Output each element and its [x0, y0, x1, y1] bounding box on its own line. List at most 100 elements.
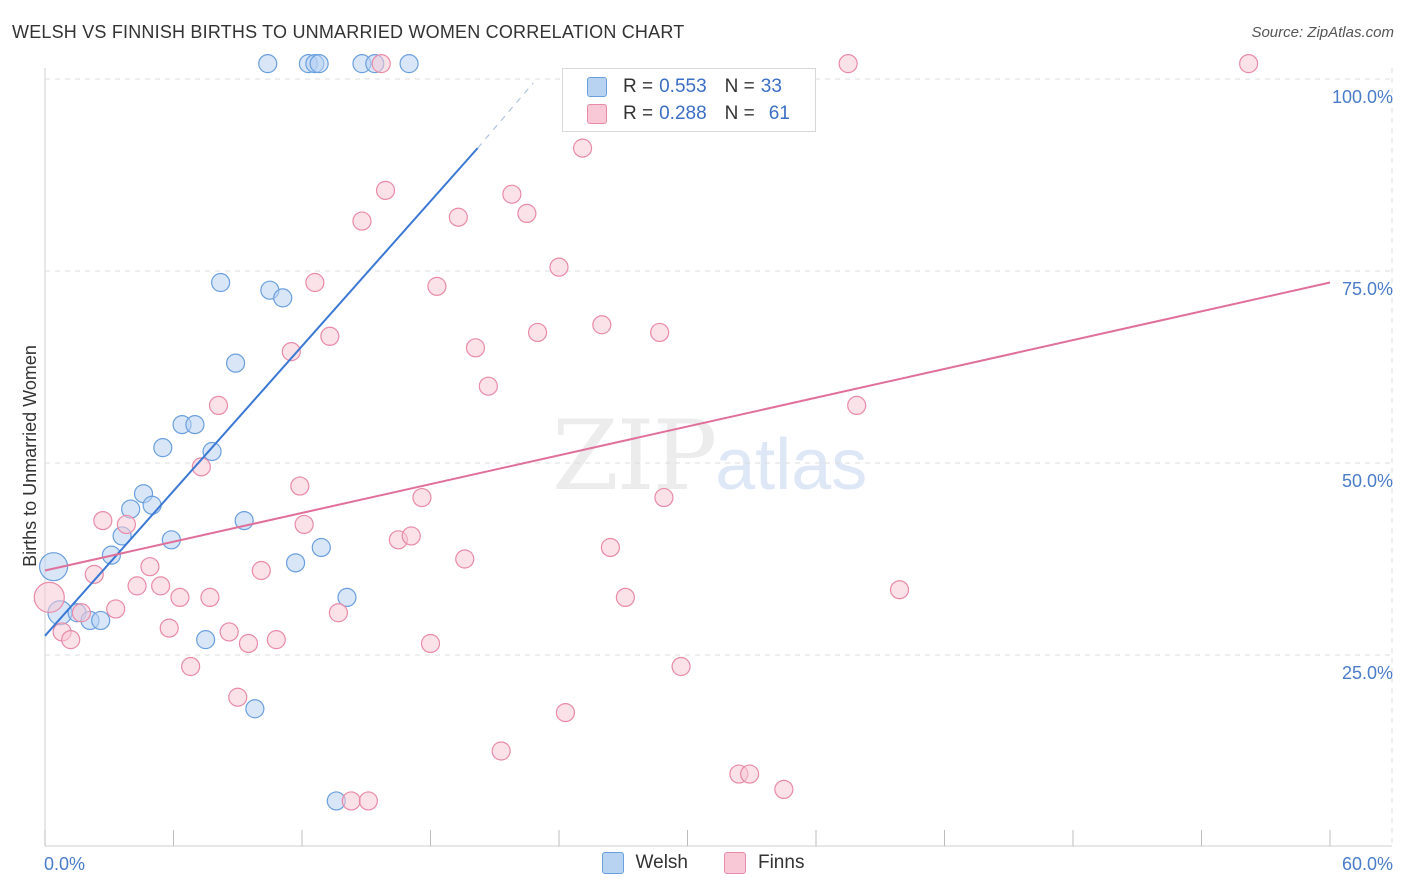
finns-point — [491, 741, 511, 761]
finns-point — [352, 211, 372, 231]
welsh-n-value: 33 — [760, 76, 782, 97]
watermark: ZIPatlas — [552, 400, 867, 512]
watermark-zip: ZIP — [552, 400, 717, 512]
welsh-point — [202, 441, 222, 462]
finns-point — [517, 203, 537, 223]
watermark-atlas: atlas — [715, 425, 868, 505]
finns-point — [294, 514, 314, 535]
finns-point — [592, 315, 612, 335]
welsh-swatch — [587, 77, 607, 97]
finns-points — [33, 54, 1259, 811]
welsh-point — [399, 54, 419, 74]
welsh-point — [142, 495, 162, 515]
welsh-point — [153, 438, 173, 458]
finns-r-value: 0.288 — [659, 103, 707, 124]
finns-point — [774, 779, 794, 800]
welsh-point — [196, 630, 216, 650]
welsh-point — [273, 288, 293, 308]
finns-point — [266, 630, 286, 650]
finns-point — [33, 581, 65, 614]
finns-point — [427, 276, 447, 296]
trend-lines — [44, 82, 1331, 637]
finns-point — [238, 633, 259, 654]
welsh-point — [211, 272, 231, 293]
correlation-legend: R = 0.553 N = 33 R = 0.288 N = 61 — [562, 68, 816, 132]
finns-point — [320, 326, 340, 346]
finns-point — [358, 791, 378, 811]
finns-point — [412, 487, 432, 508]
chart-title: WELSH VS FINNISH BIRTHS TO UNMARRIED WOM… — [12, 22, 685, 42]
finns-point — [889, 580, 910, 600]
finns-r-label: R = — [623, 103, 654, 124]
welsh-legend-label: Welsh — [635, 852, 688, 873]
welsh-trend-extension — [477, 82, 534, 149]
finns-point — [140, 557, 160, 577]
welsh-point — [185, 415, 205, 435]
finns-trend-line — [44, 281, 1331, 572]
legend-row-finns: R = 0.288 N = 61 — [587, 102, 790, 126]
welsh-point — [91, 610, 111, 631]
finns-point — [401, 526, 421, 546]
y-tick-label: 75.0% — [1342, 279, 1393, 299]
finns-point — [838, 54, 858, 74]
finns-point — [740, 764, 760, 784]
finns-point — [549, 257, 569, 277]
welsh-point — [285, 553, 306, 573]
welsh-r-value: 0.553 — [659, 76, 707, 97]
y-tick-label: 100.0% — [1332, 87, 1393, 107]
welsh-legend-swatch — [601, 852, 624, 874]
finns-point — [170, 587, 190, 608]
finns-point — [93, 510, 113, 531]
legend-item-welsh[interactable]: Welsh — [601, 852, 688, 874]
finns-point — [290, 476, 310, 496]
finns-n-label: N = — [724, 103, 755, 124]
finns-point — [281, 342, 301, 362]
finns-point — [455, 549, 475, 569]
finns-swatch — [587, 104, 607, 124]
finns-point — [106, 599, 126, 619]
finns-point — [650, 322, 670, 343]
welsh-r-label: R = — [623, 76, 654, 97]
finns-point — [671, 656, 691, 677]
welsh-point — [311, 537, 331, 558]
finns-point — [478, 376, 498, 396]
finns-point — [420, 633, 441, 654]
series-legend: Welsh Finns — [0, 852, 1406, 874]
finns-point — [465, 338, 486, 358]
finns-point — [527, 322, 548, 343]
welsh-points — [38, 54, 419, 811]
finns-point — [251, 560, 271, 581]
y-tick-label: 25.0% — [1342, 663, 1393, 683]
welsh-point — [258, 54, 278, 74]
finns-point — [151, 576, 171, 596]
finns-point — [159, 618, 179, 638]
finns-point — [116, 514, 136, 535]
finns-point — [341, 791, 361, 811]
finns-point — [600, 537, 621, 558]
finns-point — [572, 138, 593, 158]
y-tick-label: 50.0% — [1342, 471, 1393, 491]
x-tick-label-max: 60.0% — [1342, 854, 1393, 874]
finns-legend-label: Finns — [757, 852, 805, 873]
finns-point — [328, 603, 349, 623]
legend-item-finns[interactable]: Finns — [723, 852, 805, 874]
y-axis-title: Births to Unmarried Women — [20, 345, 40, 567]
welsh-n-label: N = — [724, 76, 755, 97]
welsh-point — [309, 54, 329, 74]
finns-point — [371, 54, 391, 74]
finns-point — [71, 603, 92, 623]
tick-labels: 25.0% 50.0% 75.0% 100.0% 0.0% 60.0% — [44, 87, 1393, 874]
finns-point — [61, 630, 81, 650]
legend-row-welsh: R = 0.553 N = 33 — [587, 75, 782, 99]
x-tick-label-min: 0.0% — [44, 854, 85, 874]
welsh-point — [38, 552, 69, 582]
welsh-point — [245, 699, 265, 719]
finns-point — [847, 395, 867, 415]
finns-point — [375, 180, 396, 200]
finns-point — [127, 576, 147, 596]
welsh-point — [337, 587, 357, 608]
finns-point — [654, 487, 674, 508]
finns-point — [208, 395, 229, 415]
finns-point — [191, 457, 211, 477]
